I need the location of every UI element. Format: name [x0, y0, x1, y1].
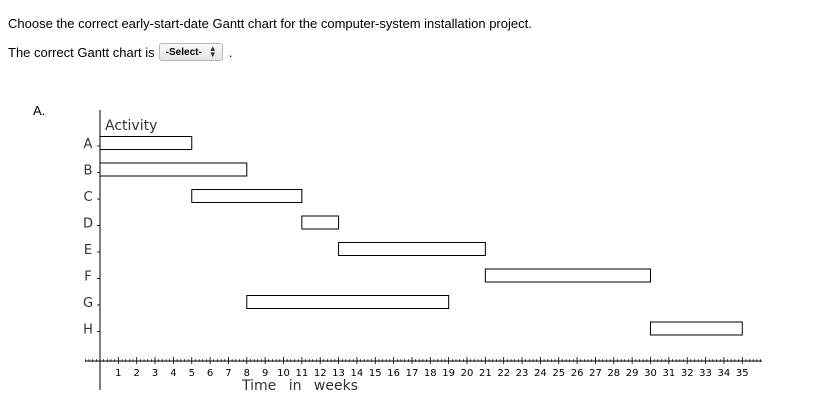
activity-bar [338, 242, 486, 256]
up-down-arrows-icon: ▲ ▼ [208, 44, 217, 59]
activity-label: D [83, 217, 93, 232]
answer-line: The correct Gantt chart is -Select- ▲ ▼ . [8, 43, 232, 61]
activity-bar [650, 321, 743, 336]
x-axis-label: Time in weeks [241, 378, 358, 394]
x-tick-label: 30 [644, 368, 657, 379]
x-tick-label: 8 [244, 368, 250, 379]
activity-label: H [83, 323, 93, 338]
x-tick-label: 5 [189, 368, 195, 379]
x-tick-label: 19 [442, 368, 455, 379]
x-tick-label: 29 [626, 368, 639, 379]
x-tick-label: 6 [207, 368, 213, 379]
x-tick-label: 12 [314, 368, 327, 379]
activity-bar [246, 295, 450, 309]
x-tick-label: 15 [369, 368, 382, 379]
question-text: Choose the correct early-start-date Gant… [8, 16, 532, 31]
x-tick-label: 22 [497, 368, 510, 379]
activity-bar [99, 162, 248, 177]
option-label-a: A. [33, 103, 46, 118]
x-tick-label: 31 [662, 368, 675, 379]
x-tick-label: 35 [736, 368, 749, 379]
x-tick-label: 32 [681, 368, 694, 379]
x-tick-label: 34 [718, 368, 731, 379]
activity-bar [191, 189, 303, 203]
activity-label: G [83, 296, 93, 311]
activity-label: B [84, 164, 93, 179]
activity-label: C [83, 190, 92, 205]
select-value: -Select- [165, 46, 202, 58]
x-tick-label: 17 [406, 368, 419, 379]
x-tick-label: 9 [262, 368, 268, 379]
activity-label: F [84, 270, 91, 285]
activity-label: E [84, 243, 92, 258]
x-tick-label: 7 [225, 368, 231, 379]
x-tick-label: 4 [170, 368, 176, 379]
answer-suffix: . [228, 44, 233, 60]
gantt-chart-select[interactable]: -Select- ▲ ▼ [158, 43, 223, 61]
x-tick-label: 20 [461, 368, 474, 379]
x-tick-label: 14 [351, 368, 364, 379]
x-tick-label: 13 [332, 368, 345, 379]
x-tick-label: 11 [295, 368, 308, 379]
x-tick-label: 23 [516, 368, 529, 379]
x-tick-label: 1 [115, 368, 121, 379]
answer-prefix: The correct Gantt chart is [8, 44, 155, 60]
activity-label: A [84, 137, 93, 152]
activity-bar [301, 215, 340, 230]
x-tick-label: 25 [552, 368, 565, 379]
x-tick-label: 16 [387, 368, 400, 379]
activity-bar [484, 268, 651, 283]
x-tick-label: 24 [534, 368, 547, 379]
x-tick-label: 21 [479, 368, 492, 379]
y-axis-label: Activity [105, 118, 157, 134]
x-tick-label: 10 [277, 368, 290, 379]
x-tick-label: 26 [571, 368, 584, 379]
x-tick-label: 2 [134, 368, 140, 379]
x-ticks: 1 2 3 4 5 6 7 8 9 10 11 12 13 14 15 16 17 18 19 20 21 22 23 24 2… [85, 357, 761, 379]
x-tick-label: 18 [424, 368, 437, 379]
activity-bar [99, 136, 193, 150]
x-tick-label: 28 [607, 368, 620, 379]
x-tick-label: 27 [589, 368, 602, 379]
x-tick-label: 33 [699, 368, 712, 379]
chart-axes [85, 110, 762, 390]
x-tick-label: 3 [152, 368, 158, 379]
